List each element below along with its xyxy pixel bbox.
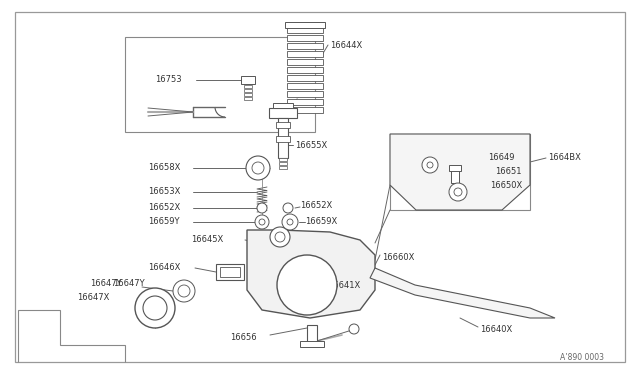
Text: 16641X: 16641X — [328, 280, 360, 289]
Text: 16649: 16649 — [488, 154, 515, 163]
Text: 16656: 16656 — [230, 334, 257, 343]
Text: 16651: 16651 — [495, 167, 522, 176]
Bar — [390, 134, 530, 210]
Text: A’890 0003: A’890 0003 — [560, 353, 604, 362]
Polygon shape — [370, 268, 555, 318]
Bar — [285, 22, 325, 28]
Polygon shape — [390, 134, 530, 210]
Circle shape — [143, 296, 167, 320]
Text: 16647Y: 16647Y — [113, 279, 145, 288]
Text: 16659Y: 16659Y — [148, 218, 179, 227]
Bar — [287, 99, 323, 105]
Circle shape — [349, 324, 359, 334]
Circle shape — [454, 188, 462, 196]
Bar — [287, 75, 323, 81]
Bar — [241, 76, 255, 84]
Bar — [287, 59, 323, 65]
Circle shape — [246, 156, 270, 180]
Bar — [287, 35, 323, 41]
Text: 16640X: 16640X — [480, 326, 512, 334]
Bar — [279, 166, 287, 169]
Circle shape — [178, 285, 190, 297]
Bar — [216, 264, 244, 280]
Circle shape — [259, 219, 265, 225]
Bar — [278, 118, 288, 158]
Bar — [279, 158, 287, 161]
Bar — [244, 85, 252, 88]
Text: 16646X: 16646X — [148, 263, 180, 273]
Circle shape — [255, 215, 269, 229]
Text: 16647Y: 16647Y — [90, 279, 122, 288]
Bar — [279, 162, 287, 165]
Text: 16645X: 16645X — [191, 235, 223, 244]
Circle shape — [135, 288, 175, 328]
Text: 16659X: 16659X — [305, 218, 337, 227]
Bar — [307, 325, 317, 343]
Bar — [449, 165, 461, 171]
Circle shape — [252, 162, 264, 174]
Circle shape — [422, 157, 438, 173]
Bar — [287, 27, 323, 33]
Text: 16647X: 16647X — [77, 292, 109, 301]
Circle shape — [283, 203, 293, 213]
Circle shape — [427, 162, 433, 168]
Text: 16644X: 16644X — [330, 41, 362, 49]
Circle shape — [449, 183, 467, 201]
Bar — [220, 267, 240, 277]
Bar — [287, 83, 323, 89]
Bar — [244, 97, 252, 100]
Bar — [300, 341, 324, 347]
Bar — [287, 107, 323, 113]
Circle shape — [282, 214, 298, 230]
Bar — [244, 93, 252, 96]
Circle shape — [277, 255, 337, 315]
Text: 16652X: 16652X — [148, 203, 180, 212]
Text: 16660X: 16660X — [382, 253, 414, 263]
Circle shape — [270, 227, 290, 247]
Text: 16653X: 16653X — [148, 187, 180, 196]
Text: 16753: 16753 — [155, 76, 182, 84]
Bar — [276, 136, 290, 142]
Bar — [273, 103, 293, 108]
Bar — [287, 91, 323, 97]
Circle shape — [257, 203, 267, 213]
Bar — [287, 51, 323, 57]
Bar — [287, 43, 323, 49]
Bar — [269, 108, 297, 118]
Text: 16652X: 16652X — [300, 201, 332, 209]
Text: 16655X: 16655X — [295, 141, 327, 150]
Circle shape — [173, 280, 195, 302]
Circle shape — [287, 219, 293, 225]
Bar — [276, 122, 290, 128]
Bar — [451, 167, 459, 183]
Text: 16650X: 16650X — [490, 182, 522, 190]
Bar — [125, 37, 315, 132]
Bar — [287, 67, 323, 73]
Polygon shape — [247, 230, 375, 318]
Text: 1664BX: 1664BX — [548, 154, 581, 163]
Circle shape — [275, 232, 285, 242]
Text: 16658X: 16658X — [148, 164, 180, 173]
Bar — [244, 89, 252, 92]
